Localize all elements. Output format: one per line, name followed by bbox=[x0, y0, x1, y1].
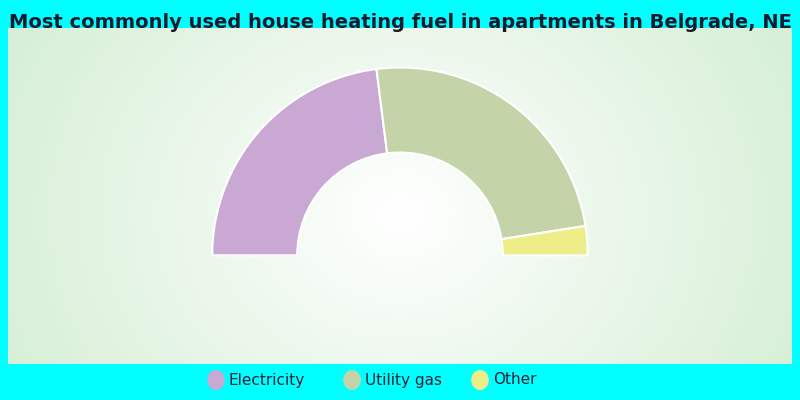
Text: Other: Other bbox=[493, 372, 536, 388]
Text: Utility gas: Utility gas bbox=[365, 372, 442, 388]
Ellipse shape bbox=[471, 370, 489, 390]
Ellipse shape bbox=[343, 370, 361, 390]
Text: Electricity: Electricity bbox=[229, 372, 305, 388]
Ellipse shape bbox=[207, 370, 225, 390]
Text: Most commonly used house heating fuel in apartments in Belgrade, NE: Most commonly used house heating fuel in… bbox=[9, 12, 791, 32]
Wedge shape bbox=[377, 68, 586, 239]
Wedge shape bbox=[502, 226, 588, 255]
Wedge shape bbox=[212, 69, 387, 255]
